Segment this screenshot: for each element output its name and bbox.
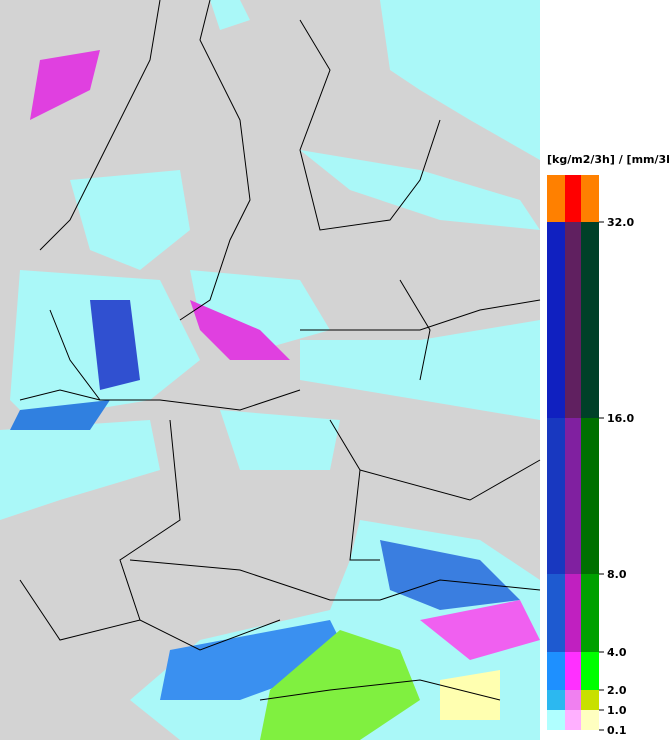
legend-tick-label: 2.0 — [607, 684, 627, 697]
legend-band — [581, 652, 599, 690]
legend-band — [581, 222, 599, 418]
borders — [19, 0, 541, 701]
legend-band — [581, 710, 599, 730]
legend-tick-label: 1.0 — [607, 704, 627, 717]
legend-tick-label: 4.0 — [607, 646, 627, 659]
legend-band — [581, 175, 599, 222]
legend-band — [565, 690, 581, 710]
heavy-precip — [10, 50, 540, 740]
legend-band — [565, 175, 581, 222]
legend-tick-label: 8.0 — [607, 568, 627, 581]
legend-tick-label: 16.0 — [607, 412, 634, 425]
legend-band — [565, 574, 581, 652]
legend-tick-label: 0.1 — [607, 724, 627, 737]
legend-band — [565, 710, 581, 730]
legend-band — [565, 418, 581, 574]
legend: [kg/m2/3h] / [mm/3h] 32.0 16.0 8.0 4.0 2.0 1.… — [547, 153, 669, 737]
legend-band — [547, 710, 565, 730]
legend-band — [581, 418, 599, 574]
legend-tick-label: 32.0 — [607, 216, 634, 229]
legend-band — [547, 690, 565, 710]
legend-band — [581, 574, 599, 652]
legend-band — [547, 418, 565, 574]
legend-band — [547, 574, 565, 652]
legend-band — [547, 222, 565, 418]
legend-title: [kg/m2/3h] / [mm/3h] — [547, 153, 669, 166]
legend-band — [565, 222, 581, 418]
legend-band — [565, 652, 581, 690]
legend-band — [547, 652, 565, 690]
legend-band — [581, 690, 599, 710]
legend-band — [547, 175, 565, 222]
